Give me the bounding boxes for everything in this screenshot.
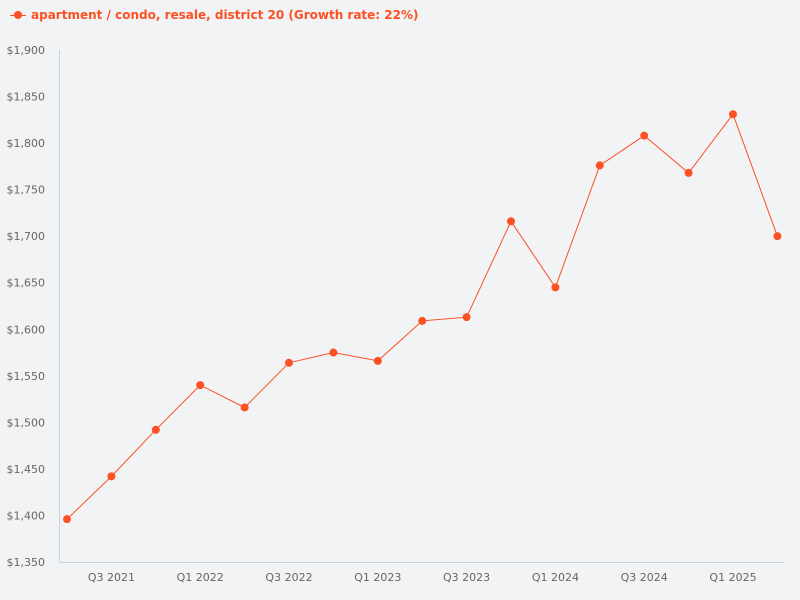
- data-point[interactable]: [551, 283, 560, 292]
- data-point[interactable]: [729, 110, 737, 119]
- y-tick-label: $1,850: [7, 91, 46, 104]
- y-tick-label: $1,700: [7, 230, 46, 243]
- y-tick-label: $1,550: [7, 370, 46, 383]
- y-tick-label: $1,500: [7, 416, 46, 429]
- data-points: [63, 110, 782, 524]
- x-tick-label: Q1 2022: [177, 571, 224, 584]
- data-point[interactable]: [418, 316, 427, 325]
- y-tick-label: $1,650: [7, 277, 46, 290]
- data-point[interactable]: [595, 161, 604, 170]
- series-line: [66, 113, 778, 520]
- data-point[interactable]: [240, 403, 249, 412]
- data-point[interactable]: [773, 232, 782, 241]
- y-tick-label: $1,600: [7, 323, 46, 336]
- data-point[interactable]: [151, 425, 160, 434]
- data-point[interactable]: [196, 381, 205, 390]
- legend-label: apartment / condo, resale, district 20 (…: [31, 8, 419, 22]
- data-point[interactable]: [285, 358, 293, 367]
- legend-line-marker-icon: [10, 8, 26, 22]
- x-tick-label: Q3 2023: [443, 571, 490, 584]
- x-tick-label: Q1 2024: [532, 571, 579, 584]
- data-point[interactable]: [507, 217, 515, 226]
- data-point[interactable]: [107, 472, 116, 481]
- x-tick-label: Q3 2022: [265, 571, 312, 584]
- y-axis: $1,350 $1,400 $1,450 $1,500 $1,550 $1,600 $1,6…: [7, 44, 46, 569]
- y-tick-label: $1,400: [7, 509, 46, 522]
- data-point[interactable]: [329, 348, 338, 357]
- data-point[interactable]: [63, 515, 71, 524]
- data-point[interactable]: [640, 131, 649, 140]
- y-tick-label: $1,800: [7, 137, 46, 150]
- x-tick-label: Q1 2025: [709, 571, 756, 584]
- data-point[interactable]: [684, 168, 693, 177]
- y-tick-label: $1,350: [7, 556, 46, 569]
- x-axis: Q3 2021 Q1 2022 Q3 2022 Q1 2023 Q3 2023 Q1 20…: [88, 571, 757, 584]
- x-tick-label: Q3 2021: [88, 571, 135, 584]
- legend-item[interactable]: apartment / condo, resale, district 20 (…: [10, 8, 419, 22]
- y-tick-label: $1,750: [7, 184, 46, 197]
- x-tick-label: Q3 2024: [621, 571, 668, 584]
- y-tick-label: $1,900: [7, 44, 46, 57]
- data-point[interactable]: [462, 313, 471, 322]
- x-tick-label: Q1 2023: [354, 571, 401, 584]
- data-point[interactable]: [373, 356, 382, 365]
- y-tick-label: $1,450: [7, 463, 46, 476]
